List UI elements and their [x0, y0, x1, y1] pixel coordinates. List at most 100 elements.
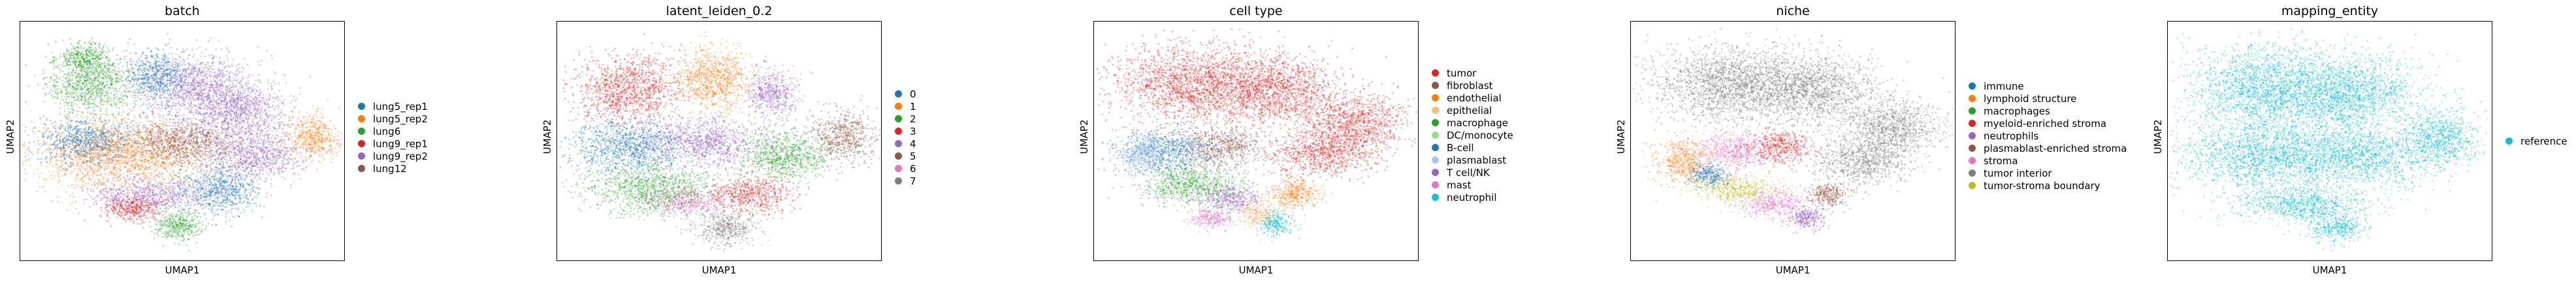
point-cluster [1730, 185, 1821, 224]
legend-marker [1432, 69, 1439, 77]
legend-item: 1 [895, 100, 916, 113]
legend-item: lung12 [358, 162, 428, 175]
legend-item: 6 [895, 162, 916, 175]
legend-item: macrophages [1969, 105, 2127, 117]
legend-item: reference [2505, 135, 2568, 147]
point-cluster [1225, 108, 1400, 190]
point-cluster [559, 93, 732, 196]
point-cluster [622, 180, 755, 222]
y-axis-label: UMAP2 [2152, 117, 2164, 156]
legend-label: 3 [910, 126, 916, 137]
legend-item: lymphoid structure [1969, 92, 2127, 105]
legend-label: myeloid-enriched stroma [1984, 118, 2106, 130]
legend-label: stroma [1984, 155, 2018, 167]
panel-title: cell type [1093, 4, 1419, 18]
legend: lung5_rep1 lung5_rep2 lung6 lung9_rep1 lung9… [358, 100, 428, 175]
point-cluster [1170, 121, 1285, 178]
panel-title: niche [1630, 4, 1956, 18]
legend-label: lung9_rep2 [373, 150, 428, 162]
legend-item: tumor [1432, 67, 1513, 79]
legend-label: fibroblast [1447, 80, 1493, 92]
point-cluster [1108, 159, 1263, 222]
legend-label: lung12 [373, 163, 407, 175]
y-axis-label: UMAP2 [1078, 117, 1090, 156]
point-cluster [1103, 126, 1180, 180]
plot-area [1093, 21, 1419, 261]
legend-item: neutrophils [1969, 130, 2127, 142]
legend-item: immune [1969, 80, 2127, 92]
point-cluster [602, 102, 805, 183]
legend-label: epithelial [1447, 105, 1492, 116]
legend-label: 1 [910, 101, 916, 113]
legend-label: mast [1447, 179, 1472, 191]
plot-area [20, 21, 345, 261]
y-axis-label: UMAP2 [5, 117, 16, 156]
legend-marker [358, 115, 365, 122]
x-axis-label: UMAP1 [556, 264, 882, 276]
point-cluster [1682, 119, 1791, 189]
scatter-plot [1633, 28, 1954, 234]
point-cluster [1251, 203, 1306, 242]
point-cluster [716, 111, 865, 188]
point-cluster [24, 109, 153, 179]
panel-title: batch [20, 4, 345, 18]
legend-label: lung9_rep1 [373, 138, 428, 150]
point-cluster [1724, 118, 1833, 177]
legend-marker [1432, 82, 1439, 89]
legend-item: fibroblast [1432, 79, 1513, 92]
point-cluster [2198, 174, 2427, 236]
legend-label: 7 [910, 175, 916, 187]
legend-item: 7 [895, 175, 916, 187]
legend-label: macrophage [1447, 117, 1508, 129]
point-cluster [1159, 31, 1394, 143]
x-axis-label: UMAP1 [20, 264, 345, 276]
legend-label: lung5_rep2 [373, 113, 428, 125]
point-cluster [680, 200, 774, 253]
plot-area [556, 21, 882, 261]
legend-item: 0 [895, 88, 916, 100]
point-cluster [1780, 198, 1834, 234]
legend-item: lung9_rep2 [358, 150, 428, 162]
point-cluster [74, 104, 280, 177]
legend-item: macrophage [1432, 116, 1513, 129]
legend-label: DC/monocyte [1447, 130, 1513, 141]
legend-label: tumor interior [1984, 167, 2052, 179]
legend-marker [895, 140, 902, 147]
legend-label: 2 [910, 113, 916, 125]
point-cluster [786, 95, 880, 181]
panel-title: latent_leiden_0.2 [556, 4, 882, 18]
legend: tumor fibroblast endothelial epithelial macr… [1432, 67, 1513, 203]
legend-marker [1432, 194, 1439, 201]
legend-marker [1969, 107, 1976, 115]
legend-label: tumor-stroma boundary [1984, 180, 2101, 192]
legend-item: epithelial [1432, 104, 1513, 116]
legend-marker [895, 90, 902, 97]
point-cluster [155, 150, 273, 228]
legend-marker [895, 128, 902, 135]
legend-marker [1969, 82, 1976, 90]
legend-marker [358, 140, 365, 147]
point-cluster [22, 88, 257, 211]
legend-label: plasmablast-enriched stroma [1984, 143, 2127, 154]
point-cluster [2238, 110, 2470, 203]
legend-label: reference [2520, 135, 2568, 147]
panel-cell-type: cell type UMAP2 UMAP1 tumor fibroblast end… [1074, 0, 1590, 282]
point-cluster [1803, 77, 1954, 172]
legend-item: neutrophil [1432, 191, 1513, 203]
legend-label: tumor [1447, 67, 1476, 79]
legend-item: lung5_rep2 [358, 113, 428, 125]
legend-label: endothelial [1447, 92, 1502, 104]
legend-marker [1969, 132, 1976, 139]
legend-marker [1969, 95, 1976, 102]
scatter-plot [559, 31, 880, 253]
legend-item: myeloid-enriched stroma [1969, 117, 2127, 130]
legend-item: stroma [1969, 154, 2127, 167]
legend-marker [1432, 181, 1439, 188]
point-cluster [52, 37, 133, 79]
point-cluster [562, 33, 728, 152]
point-cluster [140, 204, 229, 252]
legend-marker [358, 103, 365, 110]
legend-marker [1432, 169, 1439, 176]
scatter-plot [22, 33, 343, 252]
